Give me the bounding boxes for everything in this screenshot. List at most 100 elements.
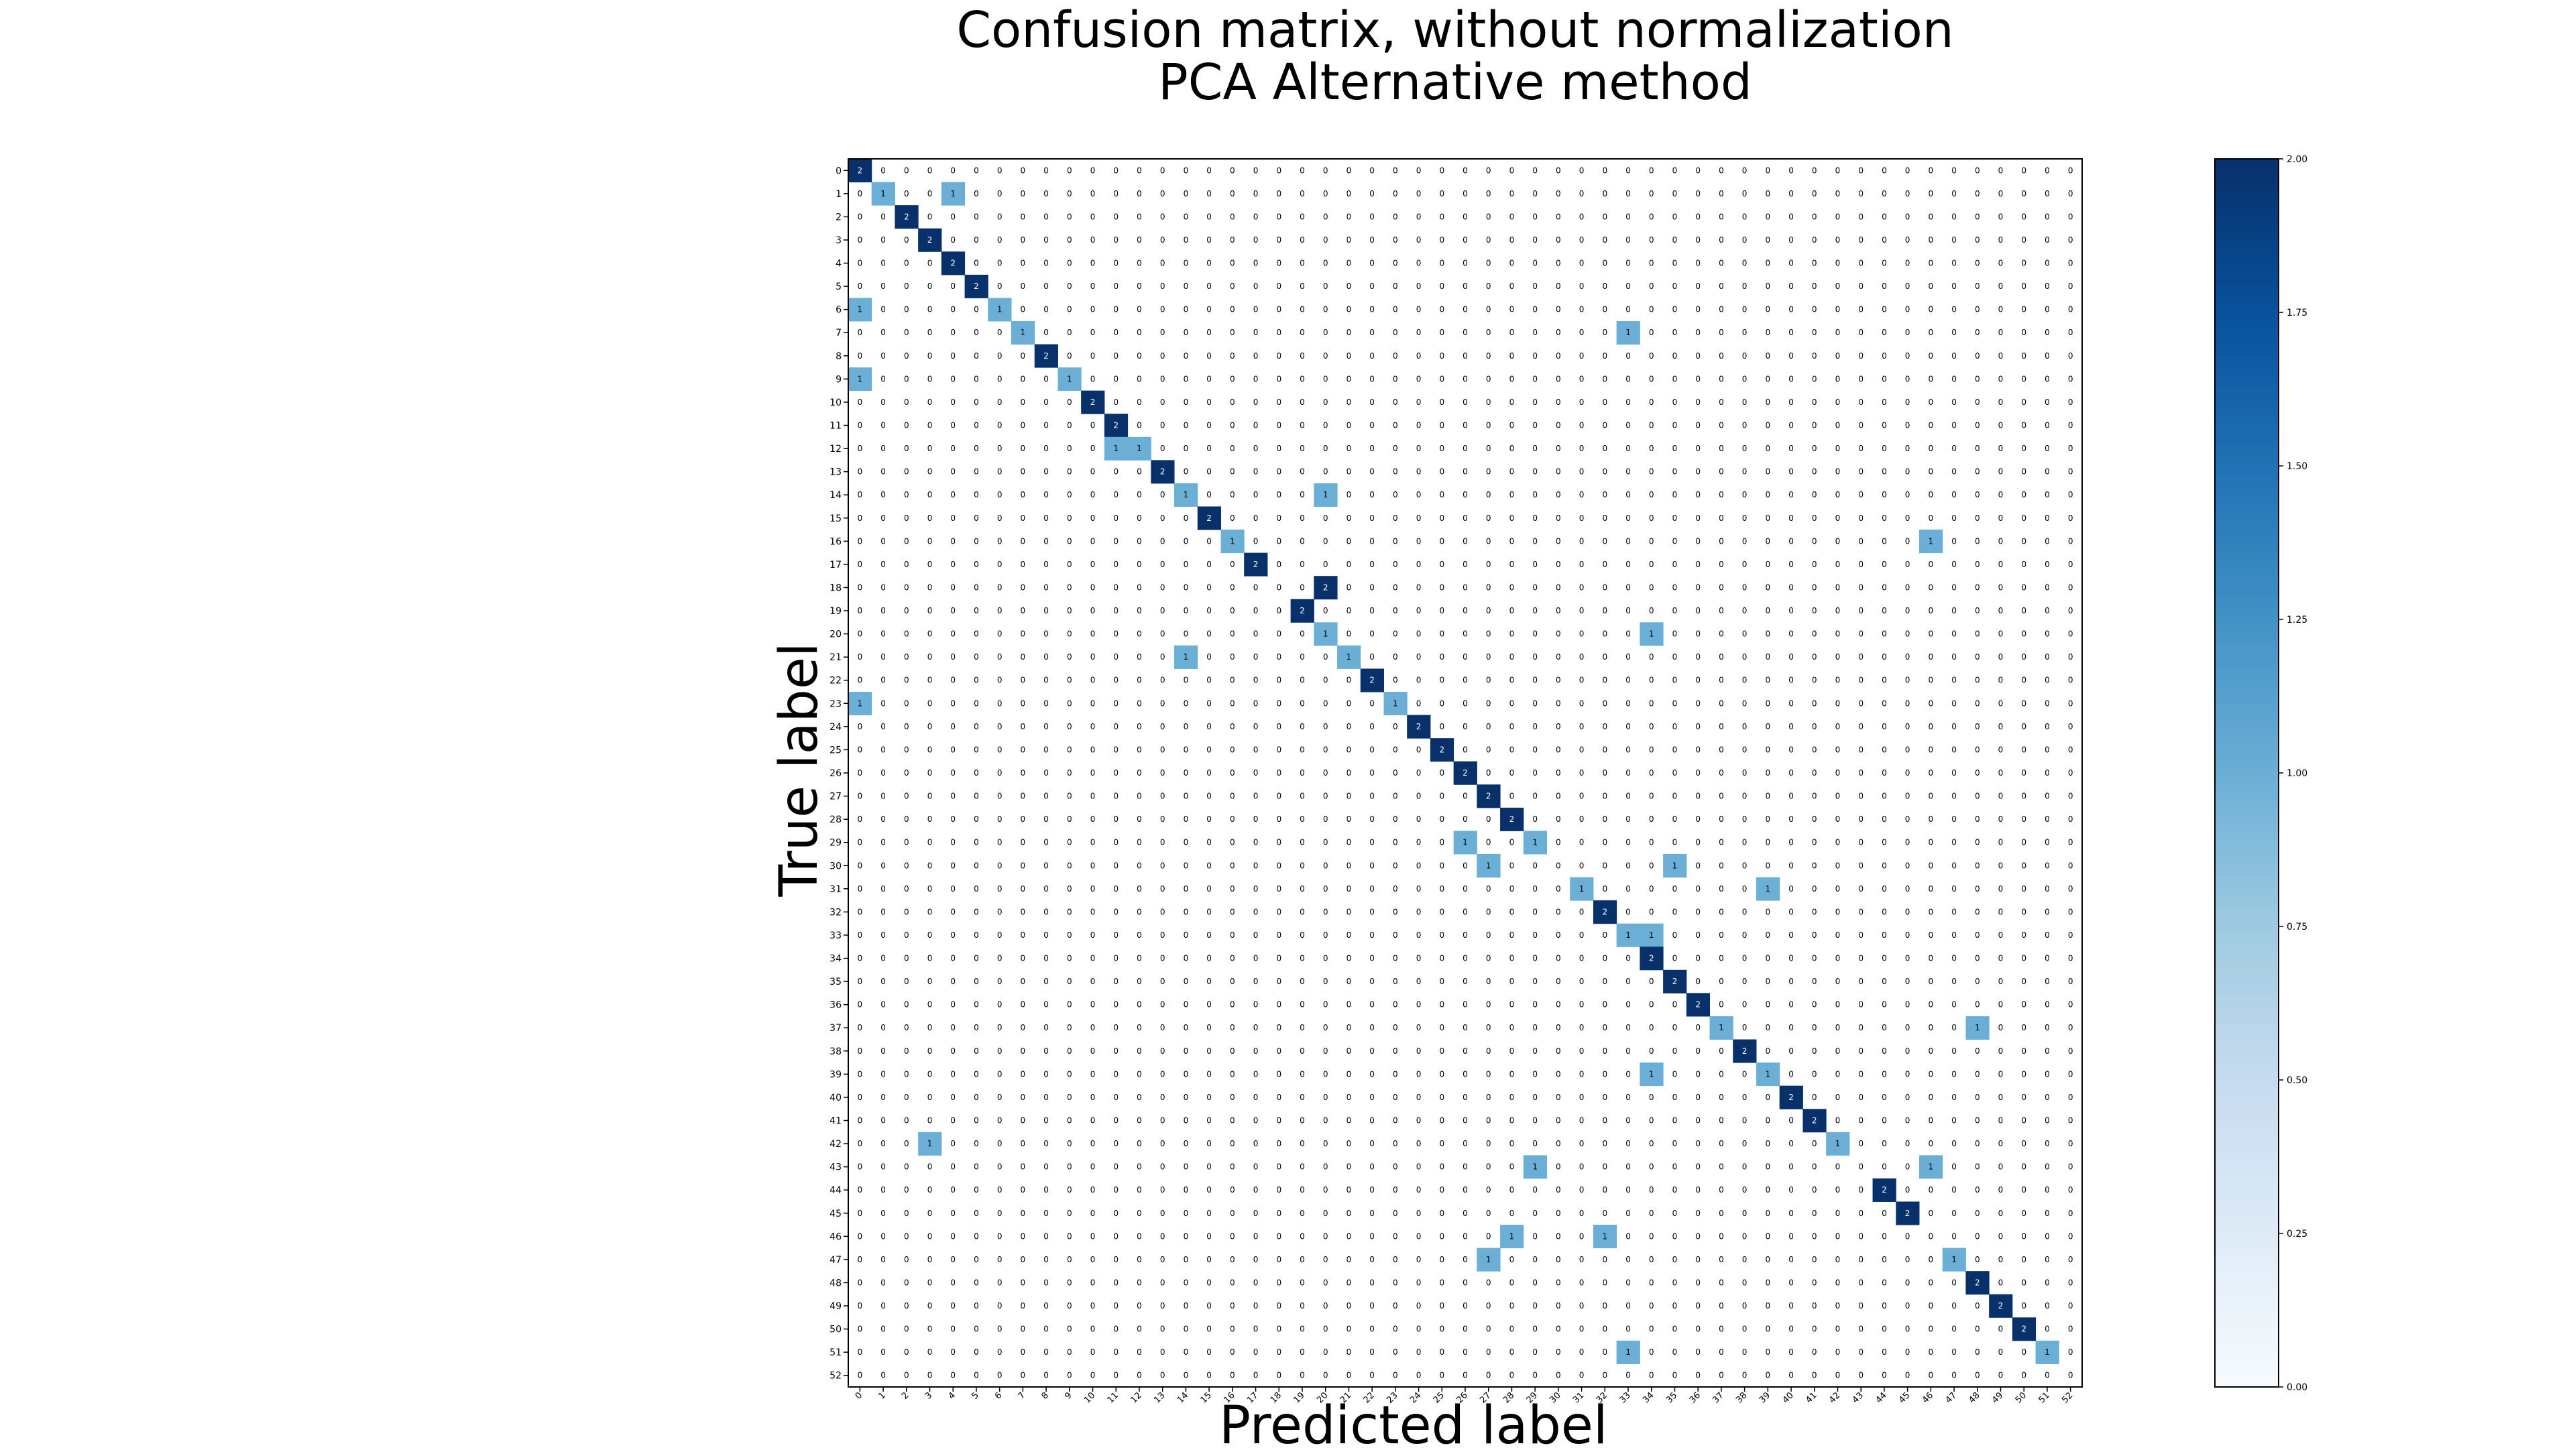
matrix-cell-value: 0 <box>1230 1278 1235 1287</box>
matrix-cell-value: 0 <box>1369 606 1375 615</box>
matrix-cell-value: 0 <box>997 1371 1003 1380</box>
matrix-cell-value: 0 <box>1649 398 1654 407</box>
matrix-cell-value: 0 <box>1184 398 1189 407</box>
matrix-cell-value: 0 <box>1695 305 1701 314</box>
matrix-cell-value: 0 <box>1160 907 1165 916</box>
matrix-cell-value: 0 <box>1509 954 1515 963</box>
matrix-cell-value: 0 <box>1695 235 1701 245</box>
matrix-cell-value: 0 <box>1532 328 1538 337</box>
matrix-cell-value: 0 <box>997 954 1003 963</box>
matrix-cell-value: 0 <box>1160 699 1165 708</box>
matrix-cell-value: 0 <box>1463 536 1468 546</box>
x-tick-label: 25 <box>1432 1390 1446 1405</box>
x-tick-label: 40 <box>1781 1390 1796 1405</box>
matrix-cell-value: 0 <box>1137 977 1142 986</box>
matrix-cell-value: 0 <box>880 1347 886 1357</box>
matrix-cell-value: 0 <box>1253 467 1259 477</box>
matrix-cell-value: 0 <box>1556 421 1561 430</box>
matrix-cell-value: 0 <box>1532 745 1538 754</box>
matrix-cell-value: 0 <box>1788 792 1794 801</box>
y-axis-ticks: 0123456789101112131415161718192021222324… <box>829 166 848 1382</box>
matrix-cell <box>1965 1271 1990 1295</box>
matrix-cell-value: 0 <box>1556 1325 1561 1334</box>
y-tick-label: 36 <box>829 1000 842 1011</box>
matrix-cell-value: 0 <box>997 1000 1003 1010</box>
y-tick-label: 50 <box>829 1325 842 1335</box>
matrix-cell-value: 0 <box>1882 421 1887 430</box>
matrix-cell-value: 0 <box>880 1093 886 1102</box>
matrix-cell-value: 0 <box>1882 235 1887 245</box>
matrix-cell-value: 0 <box>1090 1162 1096 1172</box>
matrix-cell-value: 0 <box>1975 351 1980 361</box>
matrix-cell-value: 0 <box>1253 1301 1259 1311</box>
matrix-cell-value: 0 <box>904 467 909 477</box>
matrix-cell-value: 0 <box>1300 1325 1305 1334</box>
matrix-cell-value: 0 <box>1835 1093 1841 1102</box>
matrix-cell-value: 0 <box>1812 166 1817 175</box>
matrix-cell-value: 0 <box>1067 421 1072 430</box>
matrix-cell-value: 0 <box>1463 1069 1468 1079</box>
matrix-cell-value: 0 <box>997 351 1003 361</box>
matrix-cell-value: 0 <box>858 421 863 430</box>
colorbar-tick-label: 2.00 <box>2287 154 2307 165</box>
matrix-cell-value: 0 <box>1463 1231 1468 1241</box>
matrix-cell-value: 0 <box>1579 444 1585 453</box>
matrix-cell-value: 0 <box>950 652 956 662</box>
matrix-cell-value: 0 <box>1998 722 2004 731</box>
matrix-cell-value: 0 <box>1951 513 1957 523</box>
matrix-cell-value: 0 <box>1602 1093 1607 1102</box>
matrix-cell-value: 0 <box>1812 444 1817 453</box>
matrix-cell-value: 0 <box>2021 907 2026 916</box>
matrix-cell-value: 0 <box>2068 1301 2073 1311</box>
colorbar-tick-label: 1.00 <box>2287 768 2307 779</box>
matrix-cell-value: 0 <box>1253 907 1259 916</box>
matrix-cell-value: 0 <box>1463 1301 1468 1311</box>
matrix-cell-value: 0 <box>1556 606 1561 615</box>
matrix-cell-value: 0 <box>1812 536 1817 546</box>
matrix-cell-value: 0 <box>2021 583 2026 592</box>
x-tick-label: 45 <box>1897 1390 1912 1405</box>
matrix-cell <box>1314 622 1338 646</box>
matrix-cell-value: 0 <box>1206 1209 1212 1218</box>
matrix-cell-value: 0 <box>1975 189 1980 198</box>
matrix-cell-value: 0 <box>1393 1093 1398 1102</box>
matrix-cell-value: 0 <box>2068 629 2073 639</box>
matrix-cell-value: 0 <box>1206 536 1212 546</box>
matrix-cell-value: 0 <box>858 629 863 639</box>
matrix-cell-value: 0 <box>904 629 909 639</box>
matrix-cell <box>1616 1340 1640 1364</box>
matrix-cell-value: 0 <box>1347 305 1352 314</box>
matrix-cell-value: 0 <box>1882 536 1887 546</box>
matrix-cell-value: 0 <box>1323 1209 1328 1218</box>
matrix-cell-value: 0 <box>1369 1162 1375 1172</box>
matrix-cell-value: 0 <box>1067 328 1072 337</box>
matrix-cell-value: 0 <box>2021 560 2026 569</box>
matrix-cell-value: 0 <box>1975 629 1980 639</box>
matrix-cell-value: 0 <box>1137 907 1142 916</box>
matrix-cell-value: 0 <box>1579 1347 1585 1357</box>
matrix-cell-value: 0 <box>1137 814 1142 824</box>
matrix-cell-value: 0 <box>1695 444 1701 453</box>
y-tick-label: 52 <box>829 1371 842 1382</box>
matrix-cell-value: 0 <box>1160 768 1165 778</box>
matrix-cell-value: 0 <box>1929 305 1934 314</box>
x-tick-label: 5 <box>970 1390 980 1401</box>
matrix-cell-value: 0 <box>1067 699 1072 708</box>
matrix-cell-value: 0 <box>904 792 909 801</box>
matrix-cell-value: 0 <box>1905 652 1910 662</box>
matrix-cell-value: 0 <box>1323 467 1328 477</box>
matrix-cell-value: 0 <box>974 676 979 685</box>
matrix-cell-value: 0 <box>2068 467 2073 477</box>
matrix-cell-value: 0 <box>1742 1115 1748 1125</box>
matrix-cell-value: 0 <box>1975 444 1980 453</box>
matrix-cell-value: 0 <box>1695 467 1701 477</box>
matrix-cell-value: 0 <box>1276 1278 1281 1287</box>
matrix-cell-value: 0 <box>1090 838 1096 847</box>
matrix-cell-value: 0 <box>1905 884 1910 894</box>
matrix-cell-value: 0 <box>1905 1093 1910 1102</box>
matrix-cell-value: 0 <box>1369 1301 1375 1311</box>
matrix-cell-value: 0 <box>1463 652 1468 662</box>
matrix-cell-value: 0 <box>1579 189 1585 198</box>
matrix-cell-value: 0 <box>1369 305 1375 314</box>
